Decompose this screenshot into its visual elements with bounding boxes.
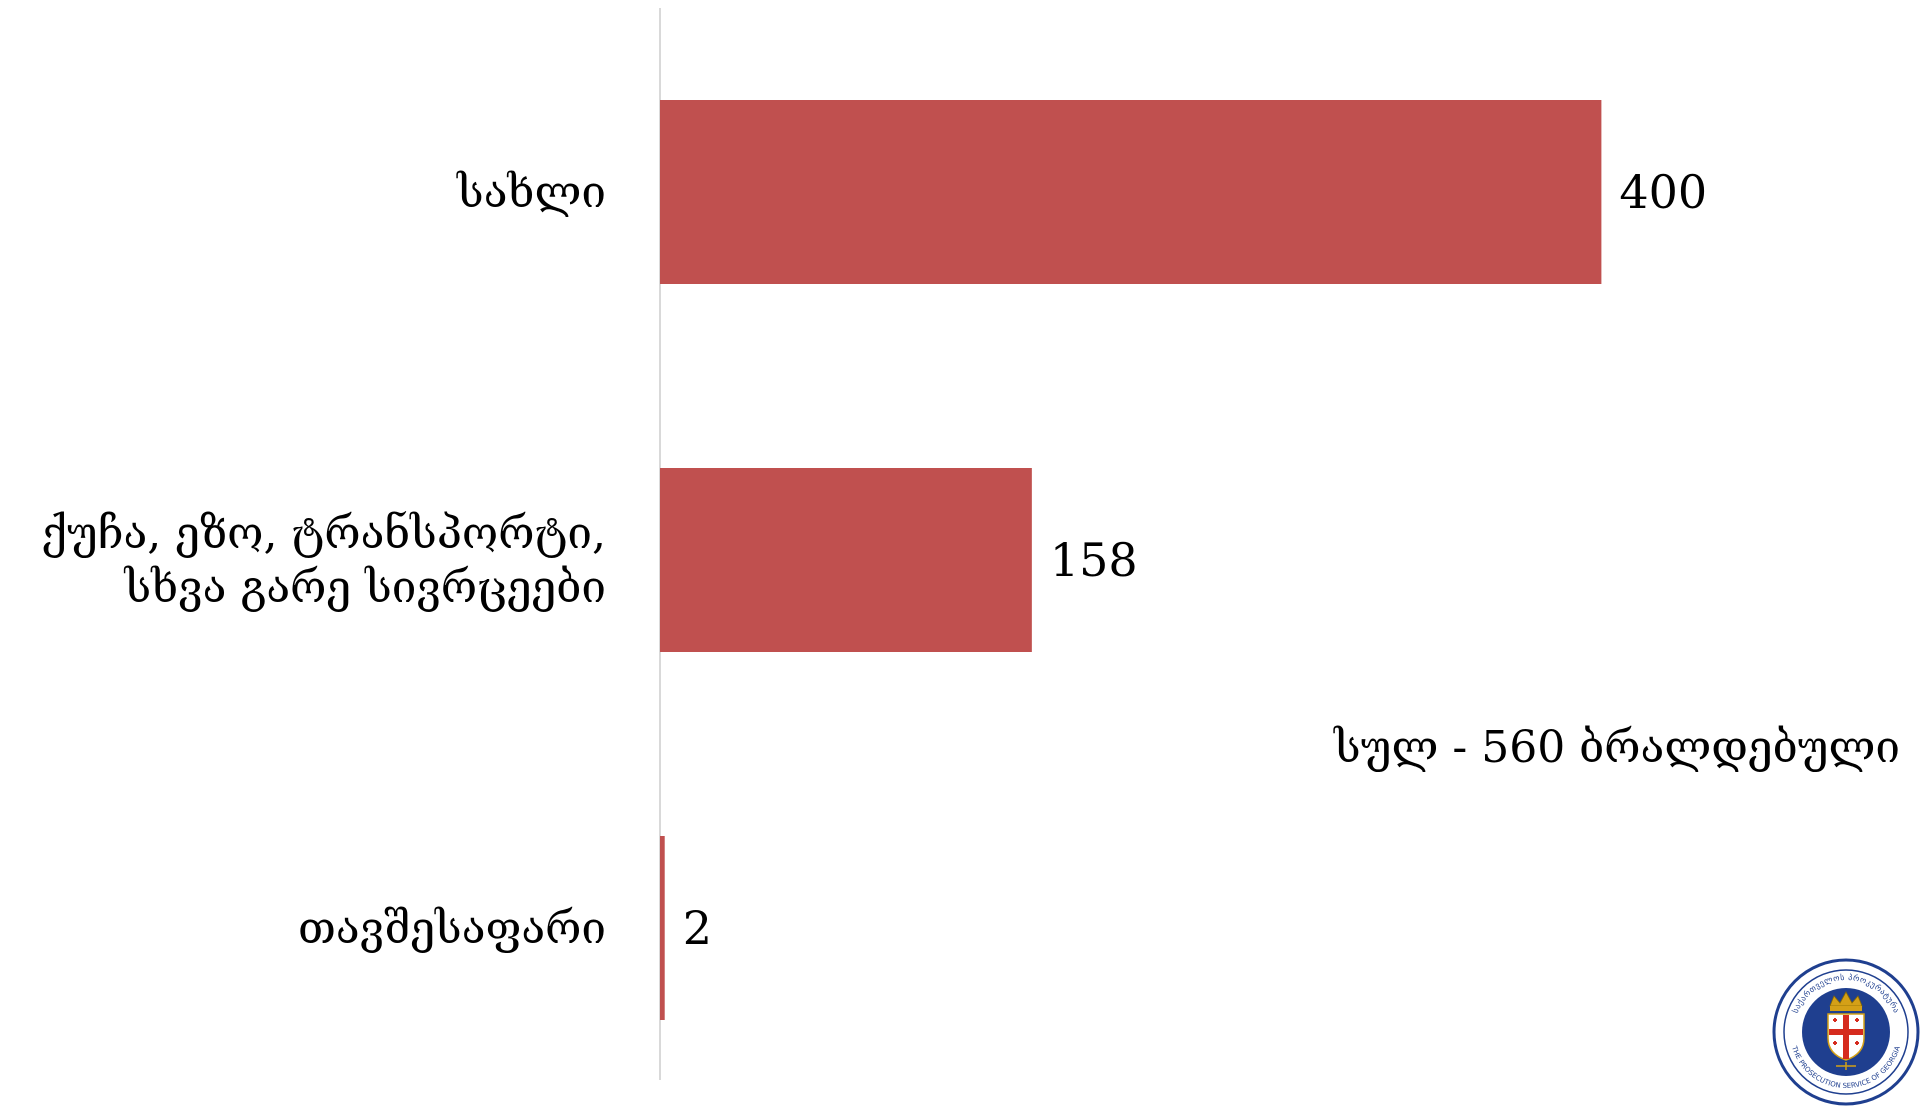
bar-3 <box>660 836 665 1020</box>
bars-group <box>660 100 1602 1020</box>
category-label-2-line-2: სხვა გარე სივრცეები <box>124 562 606 613</box>
category-label-1: სახლი <box>456 167 606 218</box>
value-label-2: 158 <box>1050 533 1138 587</box>
value-label-3: 2 <box>683 901 712 955</box>
category-labels-group: სახლი ქუჩა, ეზო, ტრანსპორტი,სხვა გარე სივ… <box>41 167 606 954</box>
bar-1 <box>660 100 1602 284</box>
value-labels-group: 400 158 2 <box>683 165 1708 955</box>
bar-2 <box>660 468 1032 652</box>
category-label-3: თავშესაფარი <box>298 903 606 954</box>
total-note: სულ - 560 ბრალდებული <box>1334 722 1900 773</box>
prosecution-service-seal-icon: საქართველოს პროკურატურა THE PROSECUTION … <box>1772 958 1920 1106</box>
category-label-2-line-1: ქუჩა, ეზო, ტრანსპორტი, <box>41 508 606 559</box>
value-label-1: 400 <box>1619 165 1707 219</box>
